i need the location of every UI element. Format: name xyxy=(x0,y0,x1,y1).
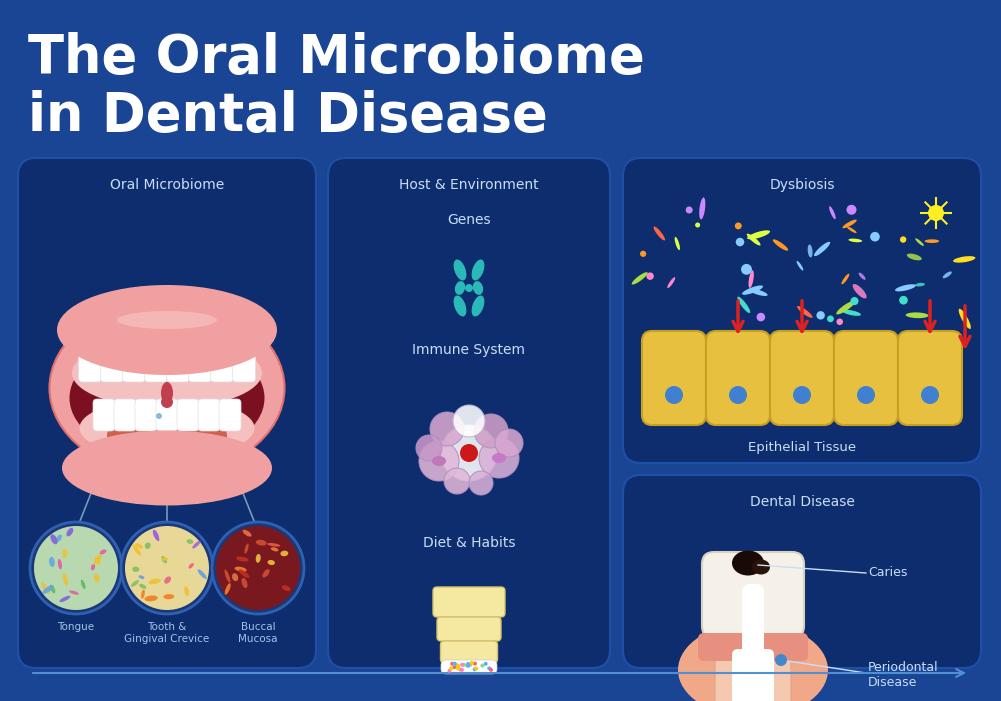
Ellipse shape xyxy=(132,545,141,556)
FancyBboxPatch shape xyxy=(210,345,233,382)
Ellipse shape xyxy=(131,580,139,587)
Ellipse shape xyxy=(49,557,55,567)
Ellipse shape xyxy=(153,529,159,540)
FancyBboxPatch shape xyxy=(78,345,101,382)
Circle shape xyxy=(495,429,523,457)
FancyBboxPatch shape xyxy=(440,641,497,663)
Ellipse shape xyxy=(749,270,754,288)
FancyBboxPatch shape xyxy=(706,331,770,425)
Ellipse shape xyxy=(62,549,67,558)
Circle shape xyxy=(735,222,742,229)
Circle shape xyxy=(921,386,939,404)
Circle shape xyxy=(472,667,476,672)
Ellipse shape xyxy=(81,580,85,590)
Circle shape xyxy=(870,232,880,242)
Ellipse shape xyxy=(236,557,248,562)
Ellipse shape xyxy=(242,530,251,537)
Circle shape xyxy=(851,297,859,305)
Circle shape xyxy=(459,668,463,672)
FancyBboxPatch shape xyxy=(433,587,505,617)
FancyBboxPatch shape xyxy=(698,633,808,661)
Circle shape xyxy=(30,522,122,614)
Ellipse shape xyxy=(241,578,247,588)
Ellipse shape xyxy=(814,242,830,256)
Ellipse shape xyxy=(675,237,680,250)
Ellipse shape xyxy=(915,283,925,287)
Ellipse shape xyxy=(256,540,266,545)
Ellipse shape xyxy=(752,559,770,575)
Ellipse shape xyxy=(188,563,194,569)
Circle shape xyxy=(466,662,470,666)
Text: Host & Environment: Host & Environment xyxy=(399,178,539,192)
Text: Diet & Habits: Diet & Habits xyxy=(422,536,516,550)
Ellipse shape xyxy=(56,535,62,542)
Circle shape xyxy=(461,663,465,667)
Circle shape xyxy=(416,435,442,461)
Circle shape xyxy=(640,251,647,257)
Ellipse shape xyxy=(282,585,290,591)
Circle shape xyxy=(455,663,459,667)
Circle shape xyxy=(460,662,464,667)
Circle shape xyxy=(686,207,693,214)
Circle shape xyxy=(458,667,462,672)
Circle shape xyxy=(900,236,906,243)
Circle shape xyxy=(775,654,787,666)
FancyBboxPatch shape xyxy=(623,475,981,668)
FancyBboxPatch shape xyxy=(166,345,189,382)
Ellipse shape xyxy=(471,259,484,280)
Ellipse shape xyxy=(62,430,272,505)
Ellipse shape xyxy=(192,540,200,548)
Ellipse shape xyxy=(732,550,764,576)
Ellipse shape xyxy=(829,206,836,219)
Circle shape xyxy=(488,668,492,672)
Ellipse shape xyxy=(668,277,676,288)
Ellipse shape xyxy=(471,296,484,317)
Circle shape xyxy=(430,412,464,446)
Ellipse shape xyxy=(79,398,254,458)
Ellipse shape xyxy=(138,576,144,579)
Circle shape xyxy=(665,386,683,404)
Ellipse shape xyxy=(797,261,804,271)
FancyBboxPatch shape xyxy=(437,617,500,641)
Circle shape xyxy=(453,405,485,437)
Circle shape xyxy=(847,205,857,215)
Circle shape xyxy=(647,273,654,280)
Ellipse shape xyxy=(654,226,665,240)
Text: Buccal
Mucosa: Buccal Mucosa xyxy=(238,622,277,644)
Circle shape xyxy=(899,296,908,304)
Circle shape xyxy=(827,315,834,322)
FancyBboxPatch shape xyxy=(759,648,791,701)
Circle shape xyxy=(452,662,456,667)
Ellipse shape xyxy=(632,272,648,285)
Text: Tongue: Tongue xyxy=(57,622,94,632)
Ellipse shape xyxy=(50,534,57,544)
Ellipse shape xyxy=(747,233,761,245)
Text: Epithelial Tissue: Epithelial Tissue xyxy=(748,441,856,454)
Circle shape xyxy=(729,386,747,404)
FancyBboxPatch shape xyxy=(623,158,981,463)
FancyBboxPatch shape xyxy=(760,649,774,701)
Ellipse shape xyxy=(678,622,828,701)
Ellipse shape xyxy=(742,285,763,294)
FancyBboxPatch shape xyxy=(219,399,241,431)
FancyBboxPatch shape xyxy=(18,158,316,668)
Ellipse shape xyxy=(42,585,53,594)
Ellipse shape xyxy=(132,566,139,572)
Ellipse shape xyxy=(224,583,230,594)
Ellipse shape xyxy=(49,301,284,475)
FancyBboxPatch shape xyxy=(114,399,136,431)
Ellipse shape xyxy=(465,284,473,292)
Ellipse shape xyxy=(853,284,867,299)
Circle shape xyxy=(441,425,497,481)
Ellipse shape xyxy=(234,566,246,572)
Circle shape xyxy=(474,667,478,671)
Circle shape xyxy=(487,667,491,670)
Ellipse shape xyxy=(94,557,100,565)
Ellipse shape xyxy=(255,554,260,563)
Circle shape xyxy=(161,396,173,408)
Ellipse shape xyxy=(117,311,217,329)
Ellipse shape xyxy=(847,226,857,233)
Ellipse shape xyxy=(94,574,99,583)
Ellipse shape xyxy=(94,554,102,564)
